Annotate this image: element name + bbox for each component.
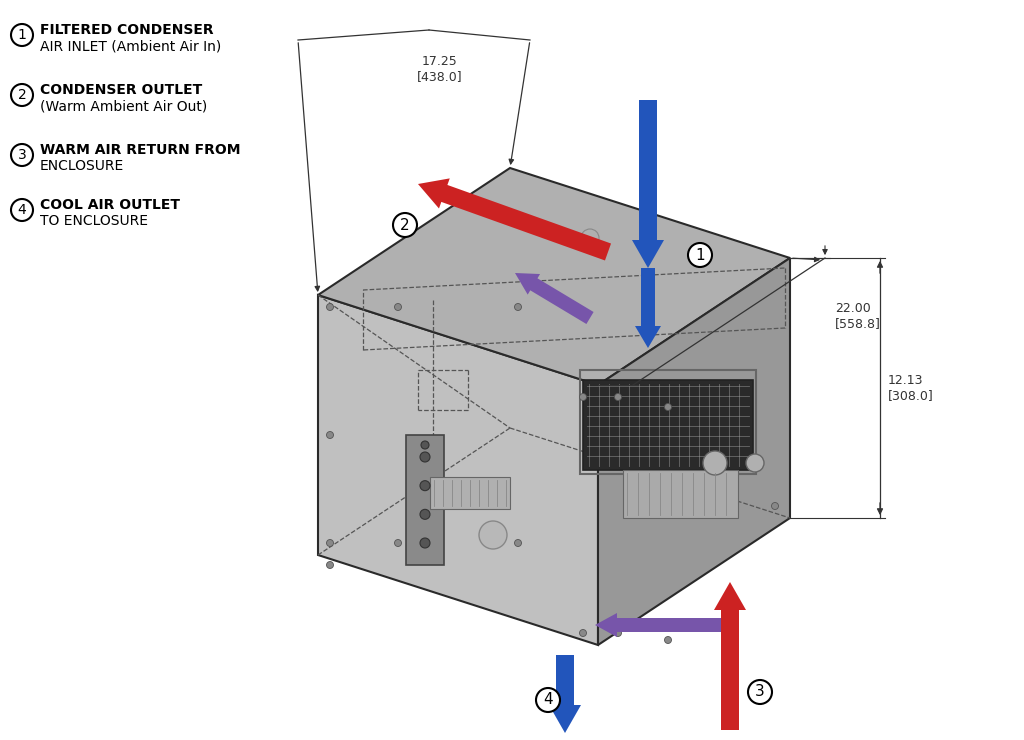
Circle shape xyxy=(665,636,672,644)
Text: ENCLOSURE: ENCLOSURE xyxy=(40,159,124,173)
Circle shape xyxy=(614,630,622,636)
FancyArrow shape xyxy=(418,178,611,260)
Circle shape xyxy=(479,521,507,549)
Circle shape xyxy=(581,229,599,247)
Circle shape xyxy=(703,451,727,475)
Circle shape xyxy=(420,452,430,462)
Circle shape xyxy=(11,144,33,166)
Text: WARM AIR RETURN FROM: WARM AIR RETURN FROM xyxy=(40,143,241,157)
Circle shape xyxy=(688,243,712,267)
Circle shape xyxy=(580,630,587,636)
Circle shape xyxy=(748,680,772,704)
Text: 1: 1 xyxy=(695,247,705,263)
Text: 4: 4 xyxy=(543,693,553,707)
Circle shape xyxy=(327,539,334,547)
Circle shape xyxy=(536,688,560,712)
Circle shape xyxy=(421,441,429,449)
Polygon shape xyxy=(598,258,790,645)
FancyArrow shape xyxy=(635,268,662,348)
Circle shape xyxy=(394,303,401,311)
Circle shape xyxy=(394,539,401,547)
Polygon shape xyxy=(318,295,598,645)
Circle shape xyxy=(11,199,33,221)
FancyArrow shape xyxy=(714,582,746,730)
Circle shape xyxy=(327,562,334,568)
FancyArrow shape xyxy=(632,100,664,268)
Text: 22.00
[558.8]: 22.00 [558.8] xyxy=(835,303,881,331)
Circle shape xyxy=(327,431,334,439)
Circle shape xyxy=(514,303,521,311)
Bar xyxy=(580,370,756,474)
Circle shape xyxy=(420,538,430,548)
Circle shape xyxy=(614,394,622,400)
Circle shape xyxy=(420,509,430,519)
Circle shape xyxy=(580,394,587,400)
Text: 2: 2 xyxy=(17,88,27,102)
Circle shape xyxy=(746,454,764,472)
FancyArrow shape xyxy=(515,273,594,324)
Circle shape xyxy=(11,84,33,106)
Text: CONDENSER OUTLET: CONDENSER OUTLET xyxy=(40,83,203,97)
Circle shape xyxy=(11,24,33,46)
Text: 3: 3 xyxy=(17,148,27,162)
Bar xyxy=(623,470,738,518)
Bar xyxy=(583,380,753,470)
Text: TO ENCLOSURE: TO ENCLOSURE xyxy=(40,214,148,228)
Polygon shape xyxy=(318,168,790,385)
Text: 1: 1 xyxy=(17,28,27,42)
FancyArrow shape xyxy=(595,613,730,637)
Text: AIR INLET (Ambient Air In): AIR INLET (Ambient Air In) xyxy=(40,39,221,53)
FancyArrow shape xyxy=(549,655,581,733)
Text: FILTERED CONDENSER: FILTERED CONDENSER xyxy=(40,23,214,37)
Circle shape xyxy=(420,481,430,491)
Circle shape xyxy=(665,403,672,411)
Circle shape xyxy=(393,213,417,237)
Circle shape xyxy=(514,539,521,547)
Text: (Warm Ambient Air Out): (Warm Ambient Air Out) xyxy=(40,99,207,113)
Bar xyxy=(406,435,444,565)
Text: COOL AIR OUTLET: COOL AIR OUTLET xyxy=(40,198,180,212)
Text: 3: 3 xyxy=(755,684,765,699)
Circle shape xyxy=(771,502,778,510)
Text: 2: 2 xyxy=(400,218,410,232)
Text: 4: 4 xyxy=(17,203,27,217)
Bar xyxy=(430,477,510,509)
Text: 17.25
[438.0]: 17.25 [438.0] xyxy=(417,55,463,83)
Text: 12.13
[308.0]: 12.13 [308.0] xyxy=(888,374,934,402)
Circle shape xyxy=(327,303,334,311)
